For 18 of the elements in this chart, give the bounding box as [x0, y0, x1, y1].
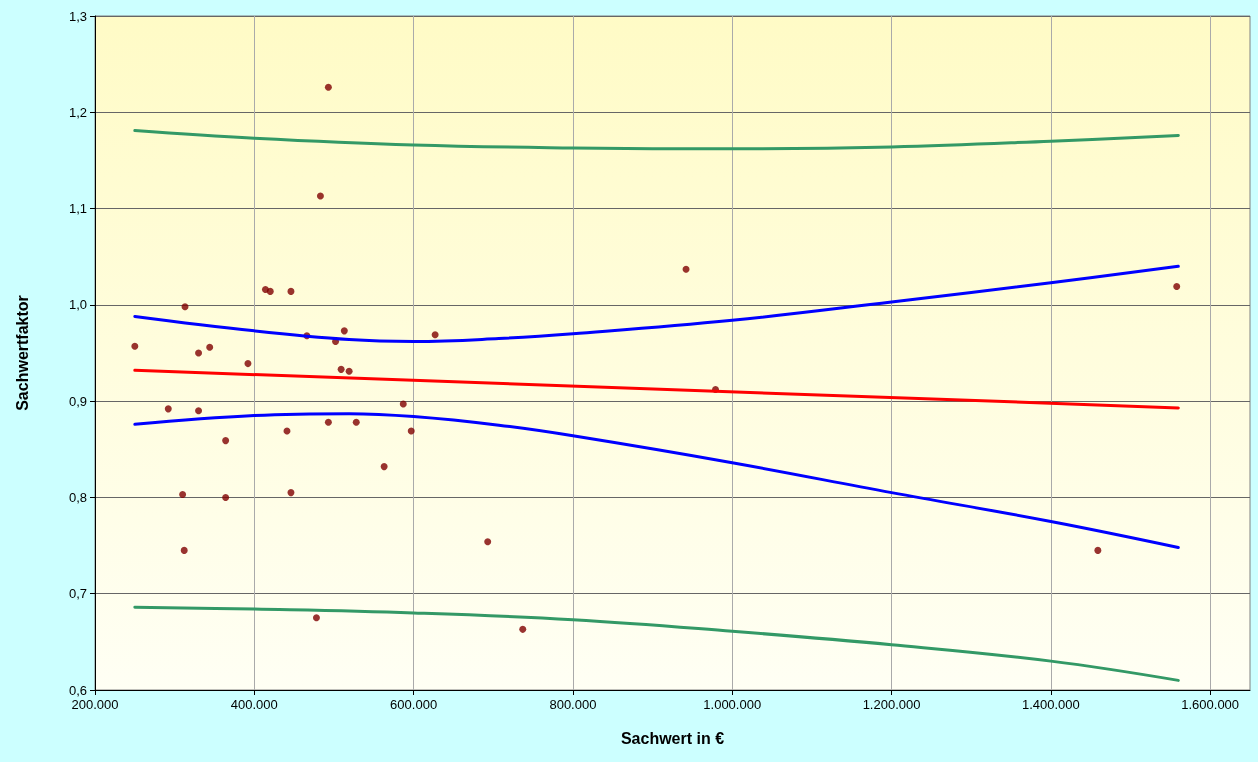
x-tick-label: 1.600.000 — [1181, 697, 1240, 712]
y-tick-label: 0,8 — [68, 489, 87, 505]
y-tick-label: 0,9 — [68, 393, 87, 409]
x-tick-label: 800.000 — [549, 697, 597, 712]
x-tick-label: 200.000 — [71, 697, 119, 712]
y-axis-title: Sachwertfaktor — [13, 295, 31, 411]
y-tick-label: 0,6 — [68, 682, 87, 698]
y-tick-label: 1,1 — [68, 201, 87, 217]
y-tick-label: 1,0 — [68, 297, 87, 313]
y-tick-label: 1,2 — [68, 104, 87, 120]
y-tick-label: 1,3 — [68, 8, 87, 24]
x-axis-title: Sachwert in € — [620, 729, 725, 747]
x-tick-label: 1.200.000 — [862, 697, 921, 712]
x-tick-label: 400.000 — [230, 697, 278, 712]
y-tick-label: 0,7 — [68, 586, 87, 602]
x-tick-label: 600.000 — [390, 697, 438, 712]
x-tick-label: 1.000.000 — [703, 697, 762, 712]
x-tick-label: 1.400.000 — [1021, 697, 1080, 712]
